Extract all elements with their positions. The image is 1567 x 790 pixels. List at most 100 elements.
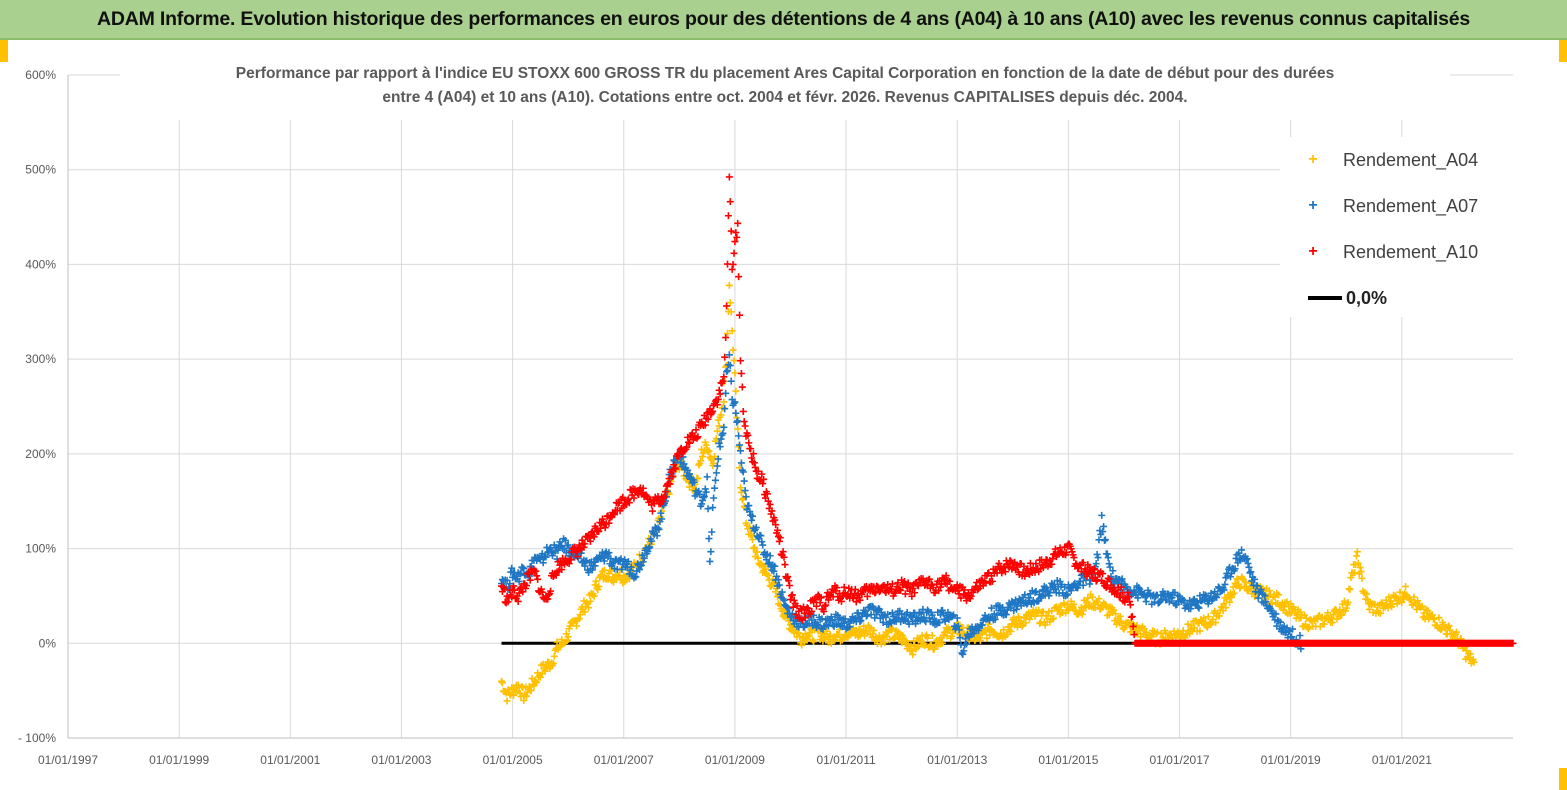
data-point-rendement_a10: [779, 548, 787, 556]
data-point-rendement_a04: [729, 346, 737, 354]
data-point-rendement_a10: [598, 515, 606, 523]
data-point-rendement_a04: [1007, 628, 1015, 636]
data-point-rendement_a04: [705, 447, 713, 455]
data-point-rendement_a04: [1236, 584, 1244, 592]
data-point-rendement_a10: [714, 395, 722, 403]
data-point-rendement_a10: [685, 438, 693, 446]
data-point-rendement_a10: [719, 377, 727, 385]
data-point-rendement_a07: [1117, 576, 1125, 584]
data-point-rendement_a07: [561, 536, 569, 544]
data-point-rendement_a10: [768, 507, 776, 515]
data-point-rendement_a07: [618, 565, 626, 573]
data-point-rendement_a07: [1194, 603, 1202, 611]
data-point-rendement_a10: [741, 422, 749, 430]
data-point-rendement_a04: [604, 575, 612, 583]
data-point-rendement_a10: [523, 582, 531, 590]
data-point-rendement_a07: [658, 515, 666, 523]
data-point-rendement_a07: [686, 470, 694, 478]
data-point-rendement_a10: [957, 594, 965, 602]
legend-label-a07: Rendement_A07: [1343, 195, 1479, 216]
data-point-rendement_a07: [1063, 591, 1071, 599]
data-point-rendement_a10: [581, 540, 589, 548]
data-point-rendement_a10: [748, 454, 756, 462]
data-point-rendement_a10: [730, 249, 738, 257]
data-point-rendement_a04: [720, 398, 728, 406]
data-point-rendement_a07: [539, 559, 547, 567]
data-point-rendement_a04: [826, 631, 834, 639]
legend-label-zero: 0,0%: [1346, 287, 1388, 308]
legend-line-zero: [1308, 296, 1342, 300]
data-point-rendement_a10: [908, 592, 916, 600]
data-point-rendement_a04: [694, 475, 702, 483]
data-point-rendement_a04: [1071, 606, 1079, 614]
data-point-rendement_a10: [661, 488, 669, 496]
data-point-rendement_a07: [1254, 594, 1262, 602]
data-point-rendement_a04: [1418, 602, 1426, 610]
data-point-rendement_a10: [801, 614, 809, 622]
data-point-rendement_a10: [504, 598, 512, 606]
data-point-rendement_a07: [810, 611, 818, 619]
data-point-rendement_a04: [711, 453, 719, 461]
legend-item-a10: + Rendement_A10: [1300, 237, 1478, 267]
data-point-rendement_a04: [1410, 593, 1418, 601]
data-point-rendement_a07: [1173, 600, 1181, 608]
data-point-rendement_a10: [780, 553, 788, 561]
y-tick-label: 400%: [25, 257, 56, 271]
data-point-rendement_a10: [725, 173, 733, 181]
data-point-rendement_a04: [697, 457, 705, 465]
data-point-rendement_a07: [734, 417, 742, 425]
data-point-rendement_a10: [804, 605, 812, 613]
legend-item-a07: + Rendement_A07: [1300, 191, 1478, 221]
data-point-rendement_a10: [639, 484, 647, 492]
data-point-rendement_a10: [672, 465, 680, 473]
data-point-rendement_a10: [1072, 560, 1080, 568]
data-point-rendement_a10: [736, 311, 744, 319]
data-point-rendement_a07: [725, 351, 733, 359]
data-point-rendement_a04: [726, 299, 734, 307]
data-point-rendement_a10: [982, 579, 990, 587]
data-point-rendement_a04: [985, 620, 993, 628]
data-point-rendement_a10: [545, 591, 553, 599]
data-point-rendement_a10: [793, 602, 801, 610]
data-point-rendement_a07: [1013, 605, 1021, 613]
data-point-rendement_a10: [526, 576, 534, 584]
data-point-rendement_a07: [1214, 583, 1222, 591]
data-point-rendement_a07: [759, 541, 767, 549]
data-point-rendement_a04: [1346, 585, 1354, 593]
data-point-rendement_a07: [1109, 567, 1117, 575]
data-point-rendement_a04: [1324, 609, 1332, 617]
data-point-rendement_a04: [1465, 654, 1473, 662]
data-point-rendement_a07: [752, 523, 760, 531]
data-point-rendement_a10: [1509, 639, 1517, 647]
data-point-rendement_a04: [860, 622, 868, 630]
data-point-rendement_a07: [680, 460, 688, 468]
legend-marker-a07: +: [1308, 197, 1318, 214]
data-point-rendement_a07: [1100, 522, 1108, 530]
data-point-rendement_a10: [1128, 612, 1136, 620]
data-point-rendement_a04: [823, 627, 831, 635]
data-point-rendement_a10: [1086, 563, 1094, 571]
data-point-rendement_a07: [1261, 592, 1269, 600]
data-point-rendement_a07: [1050, 580, 1058, 588]
data-point-rendement_a04: [533, 679, 541, 687]
data-point-rendement_a07: [1251, 575, 1259, 583]
data-point-rendement_a07: [712, 469, 720, 477]
data-point-rendement_a04: [1226, 598, 1234, 606]
data-point-rendement_a10: [974, 586, 982, 594]
data-point-rendement_a04: [1227, 594, 1235, 602]
data-point-rendement_a07: [1231, 565, 1239, 573]
data-point-rendement_a07: [739, 468, 747, 476]
data-point-rendement_a07: [626, 566, 634, 574]
data-point-rendement_a07: [1253, 582, 1261, 590]
data-point-rendement_a10: [556, 561, 564, 569]
data-point-rendement_a07: [506, 580, 514, 588]
data-point-rendement_a04: [563, 636, 571, 644]
data-point-rendement_a10: [808, 607, 816, 615]
data-point-rendement_a10: [1021, 572, 1029, 580]
data-point-rendement_a07: [617, 555, 625, 563]
data-point-rendement_a07: [700, 492, 708, 500]
data-point-rendement_a07: [955, 626, 963, 634]
data-point-rendement_a10: [942, 572, 950, 580]
data-point-rendement_a07: [740, 477, 748, 485]
chart-canvas: - 100% 0% 100% 200% 300% 400% 500% 600% 01/01/19…: [18, 68, 1517, 767]
